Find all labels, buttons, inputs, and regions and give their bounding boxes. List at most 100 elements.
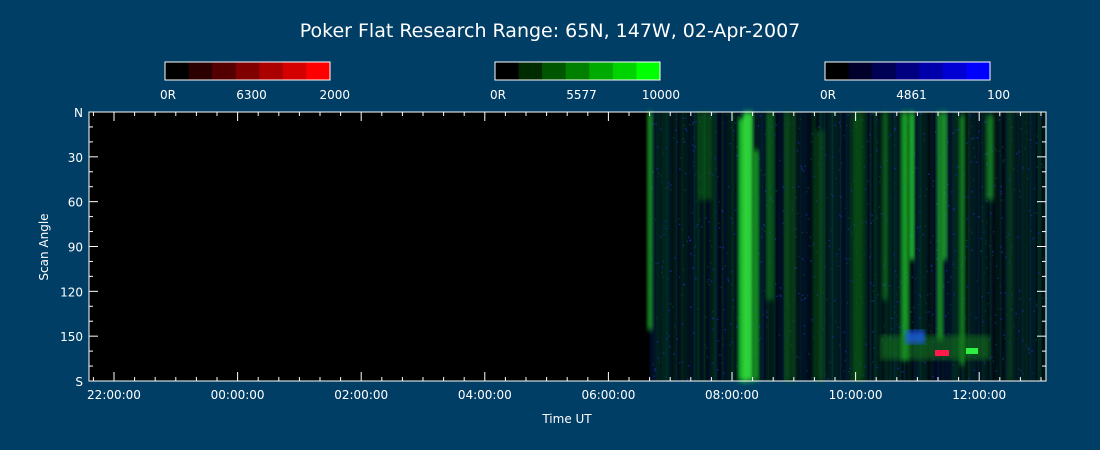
emission-speckle [946,293,949,295]
emission-speckle [983,271,985,274]
emission-speckle [894,130,896,132]
emission-speckle [998,150,1001,152]
emission-speckle [665,354,667,356]
emission-speckle [798,357,801,359]
emission-speckle [1041,163,1043,165]
emission-speckle [657,357,660,360]
colorbar-swatch [518,62,543,80]
emission-speckle [973,147,975,149]
emission-speckle [1026,177,1029,180]
emission-speckle [682,244,684,246]
emission-speckle [972,137,975,140]
emission-speckle [844,207,847,209]
emission-column [921,112,924,381]
emission-column [1025,112,1028,381]
emission-speckle [675,118,678,121]
emission-speckle [656,146,659,148]
emission-speckle [897,323,899,326]
emission-speckle [943,286,945,289]
colorbar-min-label: 0R [820,88,836,102]
emission-speckle [764,133,766,135]
emission-speckle [830,193,833,195]
emission-speckle [675,129,677,131]
emission-speckle [879,175,881,178]
emission-speckle [680,294,683,296]
emission-speckle [669,270,672,273]
emission-speckle [685,129,688,132]
emission-speckle [891,317,893,319]
emission-speckle [810,260,812,262]
emission-speckle [843,134,845,137]
emission-speckle [993,230,995,233]
emission-speckle [893,311,896,314]
emission-column [833,112,836,381]
emission-speckle [802,170,805,172]
emission-column [841,112,844,381]
emission-speckle [1019,297,1022,300]
emission-speckle [925,302,928,305]
emission-speckle [711,280,713,283]
emission-speckle [898,326,901,328]
emission-speckle [1041,297,1044,299]
emission-column [869,112,872,381]
emission-speckle [682,117,685,120]
emission-column [759,112,762,381]
emission-speckle [730,283,733,286]
x-tick-label: 00:00:00 [211,388,265,402]
emission-speckle [869,255,872,257]
emission-speckle [947,332,950,335]
emission-speckle [722,122,724,125]
emission-speckle [870,300,873,302]
emission-speckle [774,122,776,124]
emission-speckle [797,292,800,295]
emission-speckle [795,228,797,230]
emission-speckle [1022,310,1024,312]
aurora-arc [647,112,653,330]
colorbar-6300: 0R 6300 2000 [160,61,350,102]
emission-speckle [667,335,670,337]
emission-speckle [850,373,853,375]
emission-column [969,112,972,381]
emission-column [709,112,712,381]
emission-speckle [803,298,806,301]
emission-speckle [706,347,708,349]
emission-speckle [678,276,681,278]
emission-speckle [975,317,977,319]
emission-speckle [801,299,803,301]
emission-speckle [709,239,711,242]
emission-speckle [844,359,846,362]
emission-speckle [712,268,715,271]
colorbar-swatch [212,62,237,80]
emission-speckle [710,262,712,264]
emission-speckle [1022,167,1025,169]
emission-speckle [831,335,834,338]
emission-column [667,112,670,381]
emission-column [805,112,808,381]
emission-speckle [982,320,984,323]
emission-column [915,112,918,381]
colorbar-swatch [565,62,590,80]
emission-speckle [995,370,997,372]
emission-speckle [766,316,769,318]
emission-speckle [1033,212,1035,215]
emission-speckle [764,225,766,227]
emission-speckle [812,335,815,338]
emission-speckle [839,149,841,152]
emission-speckle [947,183,949,186]
emission-speckle [876,150,878,152]
emission-speckle [712,328,714,331]
emission-column [761,112,764,381]
emission-column [993,112,996,381]
emission-speckle [676,141,679,143]
emission-speckle [1013,325,1015,328]
emission-column [839,112,842,381]
emission-speckle [999,285,1001,288]
emission-speckle [682,137,685,140]
colorbar-swatch [188,62,213,80]
emission-speckle [966,239,968,242]
emission-speckle [662,153,664,155]
emission-speckle [1030,230,1032,232]
emission-speckle [951,132,954,135]
x-tick-label: 12:00:00 [952,388,1006,402]
